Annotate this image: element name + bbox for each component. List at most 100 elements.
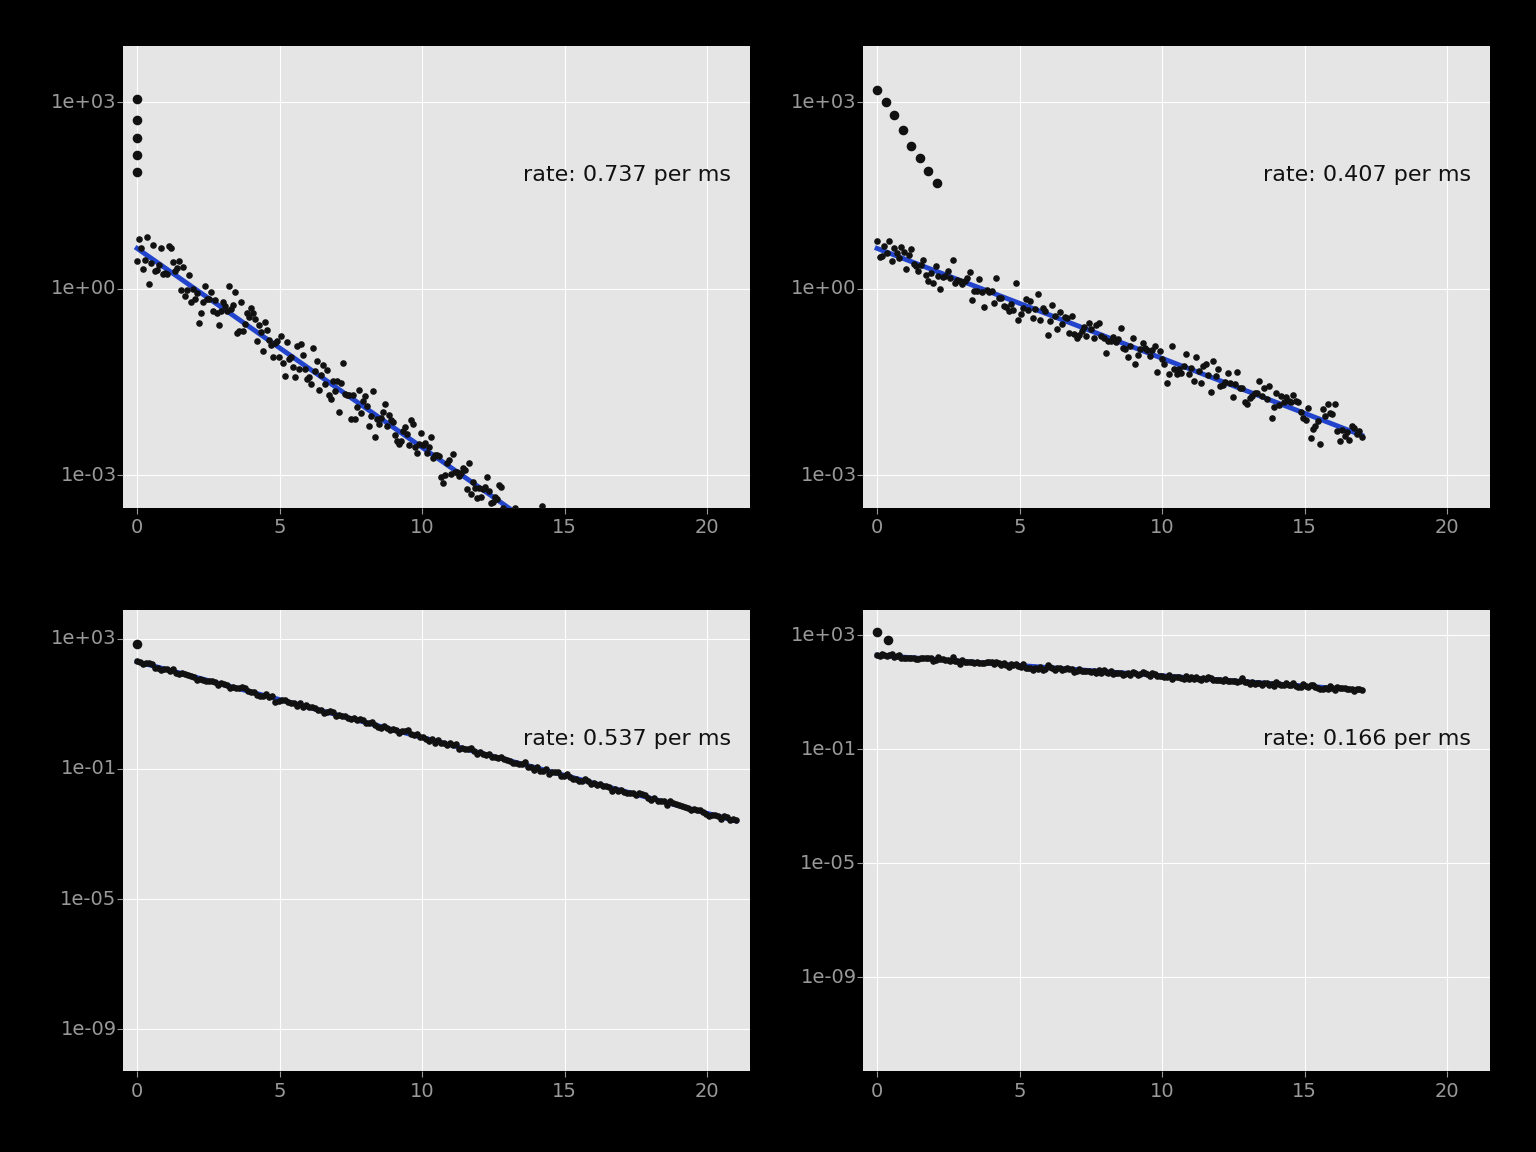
Point [476,744,501,763]
Point [935,263,960,281]
Point [1103,333,1127,351]
Point [260,335,284,354]
Point [528,761,553,780]
Point [1132,665,1157,683]
Point [170,258,195,276]
Point [386,432,410,450]
Point [194,672,218,690]
Point [611,590,636,608]
Text: 1e-03: 1e-03 [800,465,857,485]
Point [174,287,198,305]
Point [356,417,381,435]
Point [485,490,510,508]
Point [1227,672,1252,690]
Point [321,372,346,391]
Point [1181,669,1206,688]
Point [284,697,309,715]
Point [402,438,427,456]
Point [143,659,167,677]
Point [1001,301,1026,319]
Point [994,657,1018,675]
Point [558,767,582,786]
Point [604,780,628,798]
Text: 1e+03: 1e+03 [51,629,117,649]
Point [1296,677,1321,696]
Point [215,676,240,695]
Point [1338,431,1362,449]
Point [903,257,928,275]
Point [1330,420,1355,439]
Point [1101,665,1126,683]
Point [1184,668,1209,687]
Point [1055,309,1080,327]
Text: 1e-03: 1e-03 [60,465,117,485]
Point [938,652,963,670]
Point [177,265,201,283]
Point [624,786,648,804]
Point [1160,338,1184,356]
Point [425,732,450,750]
Point [1114,665,1138,683]
Point [874,93,899,112]
Point [980,281,1005,300]
Point [670,604,694,622]
Point [1213,670,1238,689]
Point [865,623,889,642]
Point [161,253,186,272]
Point [665,630,690,649]
Point [938,268,963,287]
Point [124,111,149,129]
Point [527,526,551,545]
Point [1322,395,1347,414]
Point [214,297,238,316]
Point [194,276,218,295]
Point [891,649,915,667]
Point [1230,379,1255,397]
Point [1164,365,1189,384]
Point [1267,675,1292,694]
Point [1201,670,1226,689]
Point [624,583,648,601]
Point [441,736,465,755]
Point [1032,659,1057,677]
Point [1244,384,1269,402]
Point [310,356,335,374]
Point [874,244,899,263]
Point [705,808,730,826]
Point [369,719,393,737]
Point [945,271,969,289]
Point [473,745,498,764]
Point [470,745,495,764]
Point [353,714,378,733]
Point [151,265,175,283]
Point [1138,347,1163,365]
Point [1028,658,1052,676]
Point [459,485,484,503]
Point [1249,676,1273,695]
Point [657,604,682,622]
Point [691,641,716,659]
Point [1286,393,1310,411]
Text: 1e-09: 1e-09 [800,968,857,987]
Point [341,386,366,404]
Point [1261,676,1286,695]
Point [708,810,733,828]
Point [982,655,1006,674]
Point [614,783,639,802]
Point [891,243,915,262]
Point [210,293,235,311]
Point [567,772,591,790]
Point [326,372,350,391]
Point [518,516,542,535]
Point [149,661,174,680]
Point [613,783,637,802]
Point [1084,316,1109,334]
Point [685,801,710,819]
Point [894,649,919,667]
Point [404,725,429,743]
Point [410,728,435,746]
Point [1293,410,1318,429]
Point [303,699,327,718]
Point [585,578,610,597]
Point [1252,674,1276,692]
